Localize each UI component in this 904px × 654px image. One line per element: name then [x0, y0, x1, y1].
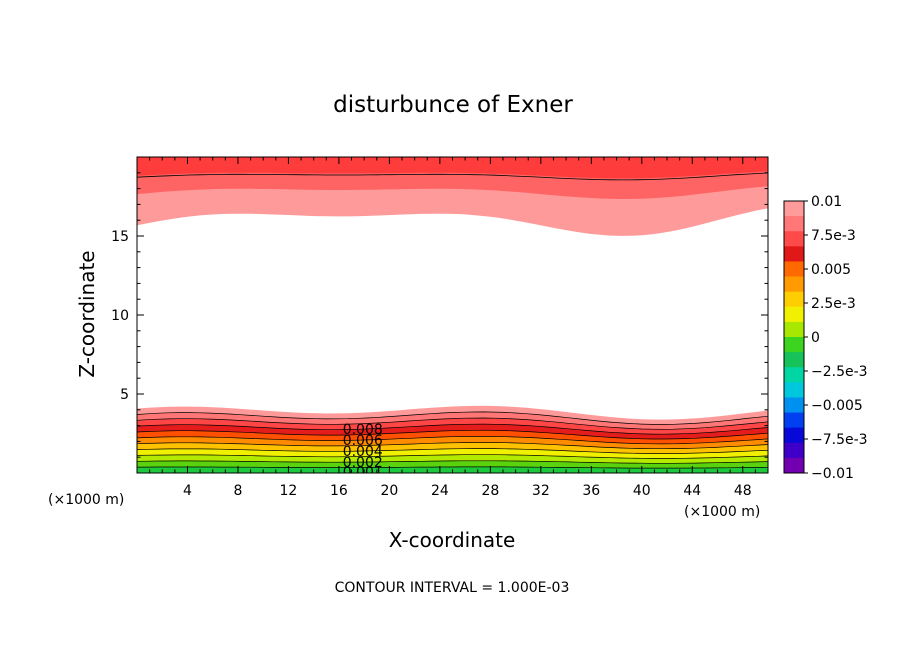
- contour-label: 0.008: [343, 422, 383, 438]
- colorbar-swatch: [784, 457, 804, 474]
- bottom-contour-line: [137, 442, 768, 450]
- bottom-contour-line: [137, 436, 768, 445]
- colorbar-swatch: [784, 337, 804, 353]
- contour-label: 0.002: [343, 455, 383, 471]
- x-axis-ticks: 4 8 12 16 20 24 28 32 36 40 44 48: [136, 157, 769, 499]
- colorbar-swatch: [784, 216, 804, 232]
- colorbar: 0.01 7.5e-3 0.005 2.5e-3 0 −2.5e-3 −0.005 −7.5e…: [783, 194, 868, 482]
- colorbar-swatch: [784, 201, 804, 217]
- colorbar-swatch: [784, 397, 804, 413]
- colorbar-swatch: [784, 412, 804, 429]
- x-tick-label: 48: [734, 483, 752, 499]
- bottom-contour-line: [137, 466, 768, 469]
- contour-label: 0.006: [343, 433, 383, 449]
- colorbar-swatch: [784, 321, 804, 338]
- bottom-contour-line: [137, 417, 768, 430]
- contour-label: 0.004: [343, 444, 383, 460]
- x-tick-label: 16: [330, 483, 348, 499]
- colorbar-swatch: [784, 442, 804, 459]
- bottom-contour-line: [137, 429, 768, 440]
- x-tick-label: 12: [280, 483, 298, 499]
- top-contour-line: [137, 172, 768, 181]
- colorbar-swatch: [784, 276, 804, 293]
- x-tick-label: 40: [633, 483, 651, 499]
- colorbar-label: 2.5e-3: [811, 296, 856, 312]
- colorbar-label: −7.5e-3: [811, 432, 868, 448]
- x-tick-label: 36: [582, 483, 600, 499]
- colorbar-swatch: [784, 261, 804, 277]
- bottom-contour-line: [137, 423, 768, 435]
- x-tick-label: 8: [233, 483, 242, 499]
- x-unit-right: (×1000 m): [684, 504, 760, 520]
- colorbar-swatch: [784, 367, 804, 383]
- colorbar-swatch: [784, 382, 804, 398]
- x-axis-label: X-coordinate: [389, 528, 516, 552]
- x-unit-left: (×1000 m): [48, 492, 124, 508]
- colorbar-label: −0.005: [811, 398, 863, 414]
- colorbar-label: 0: [811, 330, 820, 346]
- bottom-contour-line: [137, 454, 768, 459]
- colorbar-label: −2.5e-3: [811, 364, 868, 380]
- contour-label: 0.001: [343, 464, 383, 480]
- x-tick-label: 28: [481, 483, 499, 499]
- x-tick-label: 4: [183, 483, 192, 499]
- y-tick-label: 10: [111, 308, 129, 324]
- x-tick-label: 20: [380, 483, 398, 499]
- bottom-contour-line: [137, 460, 768, 464]
- bottom-contour-line: [137, 411, 768, 425]
- colorbar-swatch: [784, 306, 804, 323]
- y-axis-ticks: 5 10 15: [111, 156, 768, 474]
- y-axis-label: Z-coordinate: [75, 250, 99, 377]
- y-tick-label: 15: [111, 229, 129, 245]
- colorbar-label: 7.5e-3: [811, 228, 856, 244]
- top-layer-fill: [137, 157, 768, 179]
- chart-title: disturbunce of Exner: [333, 92, 573, 118]
- colorbar-swatch: [784, 427, 804, 444]
- contour-interval-note: CONTOUR INTERVAL = 1.000E-03: [335, 580, 570, 596]
- bottom-contour-line: [137, 448, 768, 454]
- colorbar-label: 0.01: [811, 194, 842, 210]
- colorbar-swatch: [784, 231, 804, 247]
- colorbar-swatch: [784, 352, 804, 368]
- colorbar-label: −0.01: [811, 466, 854, 482]
- y-tick-label: 5: [120, 387, 129, 403]
- x-tick-label: 32: [532, 483, 550, 499]
- colorbar-swatch: [784, 291, 804, 308]
- x-tick-label: 24: [431, 483, 449, 499]
- colorbar-swatch: [784, 246, 804, 262]
- x-tick-label: 44: [683, 483, 701, 499]
- colorbar-label: 0.005: [811, 262, 851, 278]
